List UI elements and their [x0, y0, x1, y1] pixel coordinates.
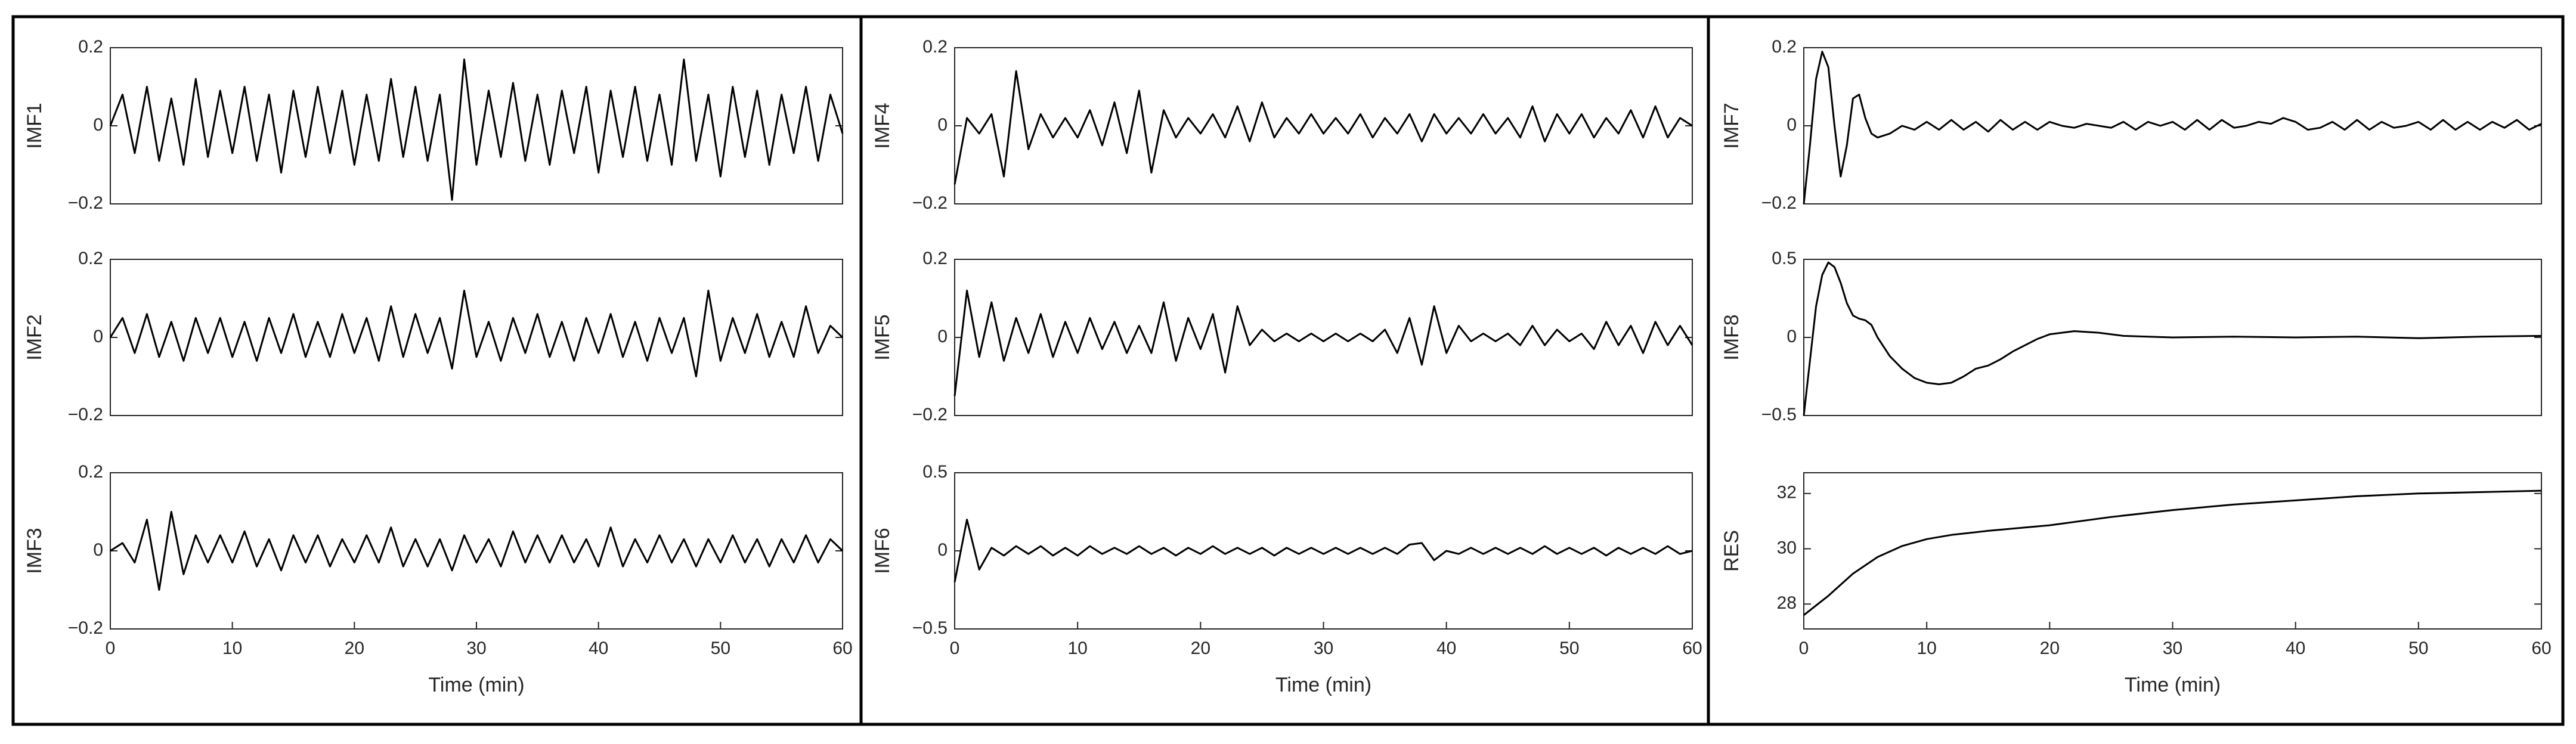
x-tick-label: 30	[466, 638, 486, 658]
y-tick-label: −0.2	[68, 193, 103, 213]
y-axis-label: IMF4	[871, 103, 894, 148]
y-tick-label: 0.2	[922, 37, 948, 57]
axes-box	[1803, 47, 2542, 204]
y-tick-label: −0.2	[912, 405, 948, 424]
x-tick-label: 0	[950, 638, 960, 658]
y-axis-label: IMF5	[871, 314, 894, 360]
outer-frame	[11, 15, 2565, 726]
x-axis-label: Time (min)	[2125, 674, 2221, 696]
x-tick-label: 40	[589, 638, 608, 658]
x-tick-label: 10	[1067, 638, 1087, 658]
y-tick-label: 0.2	[1772, 37, 1797, 57]
x-tick-label: 50	[711, 638, 730, 658]
y-axis-label: RES	[1720, 530, 1743, 572]
signal-line	[109, 58, 844, 201]
y-tick-label: 32	[1777, 483, 1797, 503]
x-tick-label: 30	[1314, 638, 1333, 658]
x-tick-label: 20	[345, 638, 364, 658]
y-axis-label: IMF2	[23, 314, 46, 360]
y-tick-label: −0.2	[68, 618, 103, 638]
y-tick-label: 0.5	[1772, 249, 1797, 268]
axes-box	[954, 259, 1693, 416]
x-tick-label: 40	[2286, 638, 2305, 658]
y-tick-label: 0.2	[78, 37, 103, 57]
signal-line	[953, 519, 1693, 582]
signal-line	[953, 70, 1693, 185]
y-tick-label: −0.2	[1761, 193, 1797, 213]
x-axis-label: Time (min)	[428, 674, 524, 696]
signal-line	[953, 289, 1693, 396]
y-tick-label: 0	[937, 540, 948, 560]
x-tick-label: 60	[1682, 638, 1702, 658]
axes-box	[110, 472, 843, 630]
axes-box	[1803, 472, 2542, 630]
y-tick-label: −0.5	[1761, 405, 1797, 424]
y-tick-label: −0.5	[912, 618, 948, 638]
x-tick-label: 50	[1559, 638, 1579, 658]
y-tick-label: −0.2	[68, 405, 103, 424]
y-tick-label: 0	[93, 540, 103, 560]
x-tick-label: 0	[1799, 638, 1809, 658]
y-axis-label: IMF1	[23, 103, 46, 148]
signal-line	[109, 289, 844, 377]
x-tick-label: 10	[222, 638, 242, 658]
axes-box	[110, 259, 843, 416]
signal-line	[1803, 261, 2542, 416]
y-tick-label: 30	[1777, 538, 1797, 557]
signal-line	[1803, 51, 2542, 204]
y-tick-label: 0.2	[922, 249, 948, 268]
y-tick-label: 0	[1787, 115, 1797, 135]
x-tick-label: 0	[106, 638, 116, 658]
x-tick-label: 20	[2040, 638, 2060, 658]
y-axis-label: IMF6	[871, 528, 894, 574]
axes-box	[110, 47, 843, 204]
y-tick-label: 0	[937, 115, 948, 135]
axes-box	[954, 472, 1693, 630]
x-tick-label: 10	[1916, 638, 1936, 658]
x-tick-label: 40	[1436, 638, 1456, 658]
y-tick-label: 0.5	[922, 462, 948, 482]
axes-box	[954, 47, 1693, 204]
signal-line	[110, 511, 844, 591]
x-tick-label: 30	[2163, 638, 2182, 658]
y-axis-label: IMF7	[1720, 103, 1743, 148]
y-tick-label: 0	[937, 327, 948, 346]
y-tick-label: 0.2	[78, 249, 103, 268]
x-tick-label: 60	[2531, 638, 2551, 658]
y-tick-label: 0	[1787, 327, 1797, 346]
y-tick-label: 0.2	[78, 462, 103, 482]
y-tick-label: 28	[1777, 593, 1797, 613]
y-axis-label: IMF3	[23, 528, 46, 574]
x-tick-label: 60	[832, 638, 852, 658]
y-tick-label: 0	[93, 115, 103, 135]
y-tick-label: 0	[93, 327, 103, 346]
x-tick-label: 20	[1191, 638, 1210, 658]
signal-line	[1803, 489, 2542, 616]
y-axis-label: IMF8	[1720, 314, 1743, 360]
y-tick-label: −0.2	[912, 193, 948, 213]
x-tick-label: 50	[2408, 638, 2428, 658]
x-axis-label: Time (min)	[1275, 674, 1371, 696]
